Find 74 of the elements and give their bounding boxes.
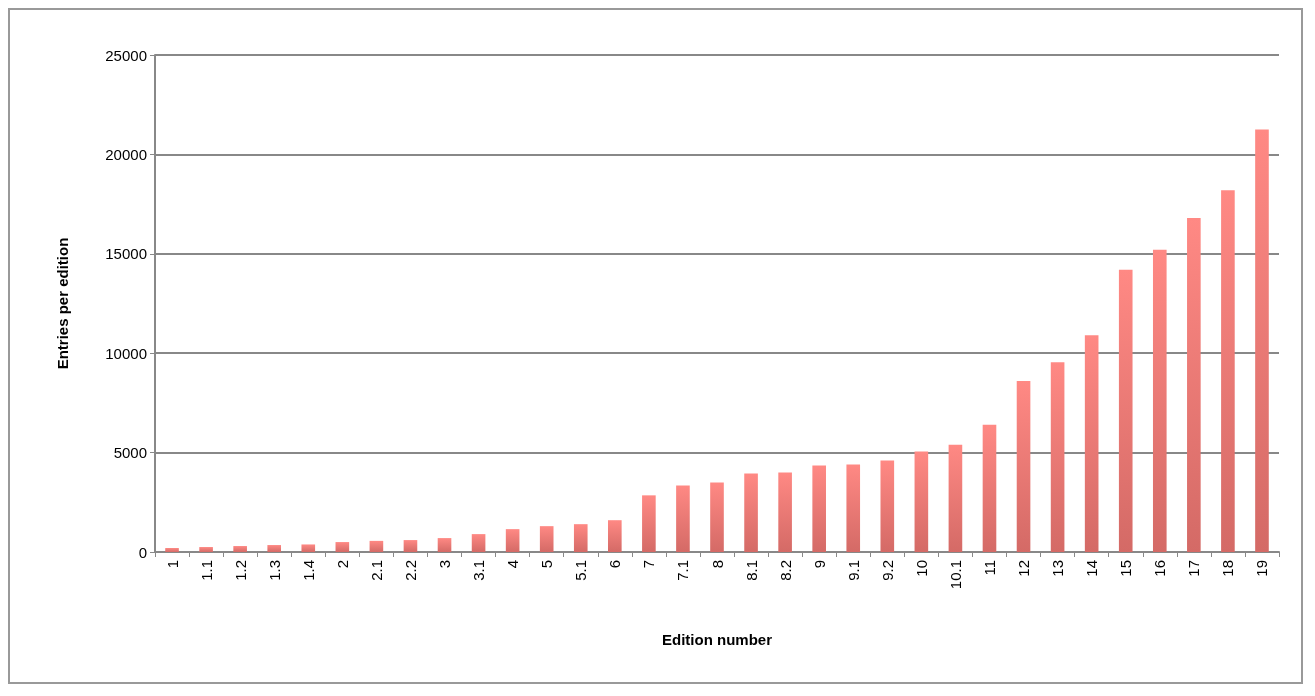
bar bbox=[267, 545, 282, 552]
y-axis-title: Entries per edition bbox=[54, 237, 71, 370]
x-tick-label: 1.1 bbox=[197, 560, 215, 581]
bar bbox=[573, 524, 588, 552]
bar bbox=[676, 485, 690, 552]
bar bbox=[437, 538, 452, 552]
bar bbox=[1255, 129, 1269, 552]
x-tick-label: 7.1 bbox=[674, 560, 692, 581]
bar bbox=[880, 460, 895, 552]
x-axis-title: Edition number bbox=[662, 631, 773, 648]
y-tick-label: 10000 bbox=[105, 344, 147, 362]
x-tick-label: 15 bbox=[1117, 560, 1135, 577]
x-tick-label: 1.3 bbox=[265, 560, 283, 581]
x-tick-label: 17 bbox=[1185, 560, 1203, 577]
bar bbox=[199, 547, 213, 552]
x-tick-label: 18 bbox=[1219, 560, 1237, 577]
x-tick-label: 9 bbox=[810, 560, 828, 569]
bar bbox=[778, 472, 792, 552]
bar bbox=[403, 540, 418, 552]
bar bbox=[1152, 249, 1167, 552]
bar bbox=[1118, 269, 1133, 552]
bar bbox=[1221, 190, 1235, 552]
x-tick-label: 16 bbox=[1151, 560, 1169, 577]
bar bbox=[744, 473, 758, 552]
bar bbox=[233, 546, 247, 552]
bar bbox=[335, 542, 350, 552]
x-tick-label: 6 bbox=[606, 560, 624, 569]
x-tick-label: 13 bbox=[1049, 560, 1067, 577]
bar bbox=[948, 444, 963, 552]
y-tick-label: 0 bbox=[138, 543, 147, 561]
x-tick-label: 14 bbox=[1083, 560, 1101, 577]
bar bbox=[539, 526, 554, 552]
x-tick-label: 10 bbox=[912, 560, 930, 577]
bar bbox=[1084, 335, 1099, 552]
x-tick-label: 12 bbox=[1015, 560, 1033, 577]
x-tick-label: 1 bbox=[163, 560, 181, 569]
bar bbox=[1016, 381, 1031, 552]
bar bbox=[165, 548, 179, 552]
x-tick-label: 3 bbox=[436, 560, 454, 569]
y-tick-label: 20000 bbox=[105, 145, 147, 163]
x-tick-label: 5 bbox=[538, 560, 556, 569]
y-tick-label: 5000 bbox=[113, 444, 147, 462]
bar bbox=[471, 534, 486, 552]
x-tick-label: 9.1 bbox=[844, 560, 862, 581]
bar bbox=[846, 464, 861, 552]
bar bbox=[505, 529, 520, 552]
bar bbox=[1187, 218, 1201, 552]
bar bbox=[369, 540, 384, 552]
x-tick-label: 19 bbox=[1253, 560, 1271, 577]
x-tick-label: 8.2 bbox=[776, 560, 794, 581]
bar bbox=[608, 520, 622, 552]
x-tick-label: 2 bbox=[333, 560, 351, 569]
x-tick-label: 1.4 bbox=[299, 560, 317, 581]
x-tick-label: 2.2 bbox=[401, 560, 419, 581]
x-tick-label: 2.1 bbox=[367, 560, 385, 581]
x-tick-label: 11 bbox=[980, 560, 998, 576]
x-tick-label: 9.2 bbox=[878, 560, 896, 581]
bar bbox=[982, 424, 997, 552]
bar bbox=[301, 544, 316, 552]
x-tick-label: 3.1 bbox=[470, 560, 488, 581]
x-tick-label: 10.1 bbox=[946, 560, 964, 590]
y-tick-label: 25000 bbox=[105, 46, 147, 64]
x-tick-label: 8.1 bbox=[742, 560, 760, 581]
x-tick-label: 8 bbox=[708, 560, 726, 569]
x-tick-label: 5.1 bbox=[572, 560, 590, 581]
bar bbox=[812, 465, 826, 552]
x-tick-label: 1.2 bbox=[231, 560, 249, 581]
bar bbox=[1050, 362, 1065, 552]
bar bbox=[914, 451, 929, 552]
y-tick-label: 15000 bbox=[105, 245, 147, 263]
x-tick-label: 7 bbox=[640, 560, 658, 569]
x-tick-label: 4 bbox=[504, 560, 522, 569]
bar bbox=[710, 482, 724, 552]
bar bbox=[642, 495, 656, 552]
